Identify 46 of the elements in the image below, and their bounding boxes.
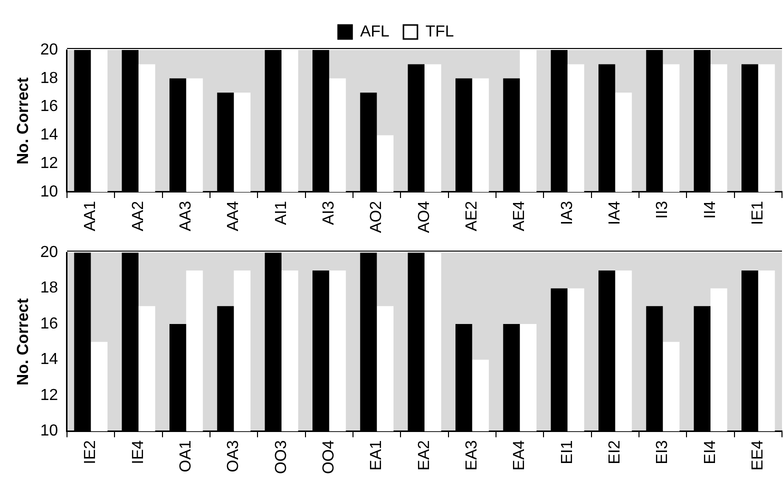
x-tick-label: EA4 — [511, 440, 528, 470]
x-tick-label: AE2 — [464, 200, 481, 232]
legend-label: TFL — [425, 23, 454, 40]
y-tick-label: 12 — [40, 154, 58, 172]
x-tick-label: IA3 — [558, 200, 576, 225]
x-tick-label: EI3 — [654, 440, 672, 464]
x-tick-label: EI4 — [702, 440, 719, 464]
x-tick-label: IE4 — [130, 440, 147, 464]
x-tick-label: AO2 — [368, 200, 386, 233]
y-tick-label: 20 — [40, 41, 58, 58]
y-tick-label: 16 — [40, 315, 58, 332]
y-tick-label: 10 — [40, 183, 58, 200]
x-tick-label: II3 — [654, 200, 672, 219]
y-tick-label: 18 — [40, 70, 58, 87]
y-tick-label: 14 — [40, 126, 58, 144]
y-tick-label: 14 — [40, 351, 58, 368]
x-tick-label: EE4 — [750, 440, 767, 470]
x-tick-label: OO4 — [320, 440, 338, 474]
y-axis-title: No. Correct — [15, 76, 32, 165]
x-tick-label: AA4 — [225, 200, 242, 232]
x-tick-label: EI2 — [606, 440, 624, 464]
y-tick-label: 12 — [40, 386, 58, 404]
x-tick-label: IA4 — [606, 200, 624, 225]
x-tick-label: AE4 — [511, 200, 528, 232]
x-tick-label: II4 — [702, 200, 719, 219]
x-tick-label: OO3 — [272, 440, 290, 474]
x-tick-label: AI1 — [272, 200, 290, 225]
x-tick-label: AO4 — [416, 200, 433, 233]
x-tick-label: OA1 — [178, 440, 195, 472]
y-tick-label: 16 — [40, 98, 58, 116]
x-tick-label: EA1 — [368, 440, 386, 470]
x-tick-label: IE1 — [750, 200, 767, 225]
legend-label: AFL — [360, 23, 390, 40]
x-tick-label: EA2 — [416, 440, 433, 470]
x-tick-label: EI1 — [558, 440, 576, 464]
x-tick-label: OA3 — [225, 440, 242, 472]
y-tick-label: 18 — [40, 280, 58, 297]
x-tick-label: IE2 — [82, 440, 100, 464]
x-tick-label: AA2 — [130, 200, 147, 232]
y-tick-label: 10 — [40, 422, 58, 440]
y-axis-title: No. Correct — [15, 298, 32, 386]
x-tick-label: AA3 — [178, 200, 195, 232]
x-tick-label: EA3 — [464, 440, 481, 470]
y-tick-label: 20 — [40, 244, 58, 262]
x-tick-label: AI3 — [320, 200, 338, 225]
x-tick-label: AA1 — [82, 200, 100, 232]
